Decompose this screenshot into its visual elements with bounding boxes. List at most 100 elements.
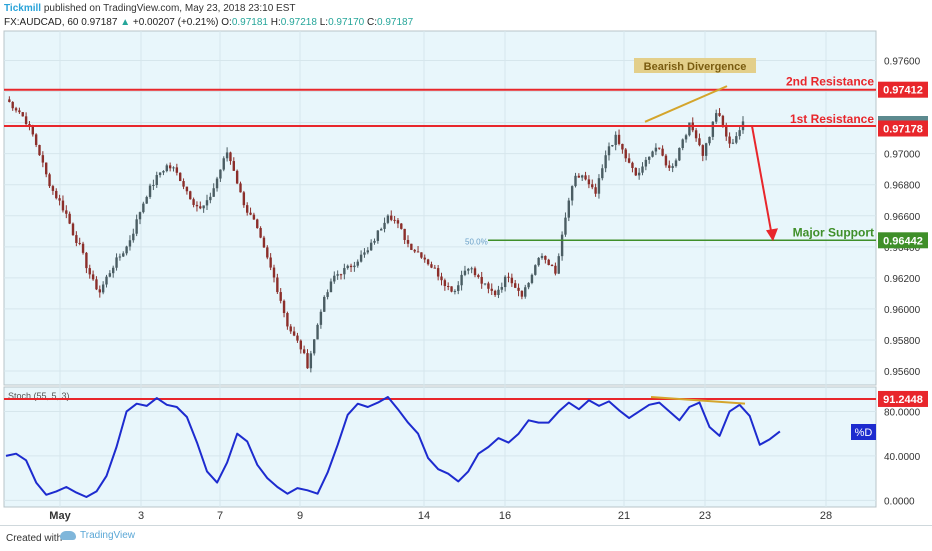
candle-body — [711, 121, 715, 137]
candle-body — [155, 175, 158, 185]
candle-body — [524, 287, 527, 297]
candle-body — [440, 276, 443, 281]
candle-body — [165, 165, 168, 172]
candle-body — [88, 268, 91, 275]
candle-body — [540, 255, 544, 258]
candle-body — [353, 265, 356, 268]
candle-body — [313, 339, 316, 354]
candle-body — [564, 217, 567, 235]
second-resistance-label: 2nd Resistance — [786, 75, 874, 89]
candle-body — [373, 240, 376, 243]
low-value: 0.97170 — [328, 17, 365, 28]
candle-body — [584, 175, 587, 180]
candle-body — [735, 136, 738, 143]
candle-body — [148, 185, 152, 197]
candle-body — [369, 242, 373, 251]
candle-body — [339, 274, 343, 276]
candle-body — [262, 237, 266, 248]
candle-body — [162, 171, 165, 173]
projection-arrow-head — [766, 228, 778, 242]
candle-body — [550, 264, 554, 266]
candle-body — [55, 190, 58, 199]
symbol-info-line: FX:AUDCAD, 60 0.97187 ▲ +0.00207 (+0.21%… — [4, 16, 413, 29]
candle-body — [101, 284, 105, 293]
candle-body — [738, 130, 741, 137]
candle-body — [406, 239, 410, 244]
candle-body — [61, 200, 65, 211]
candle-body — [627, 158, 631, 163]
high-value: 0.97218 — [280, 17, 317, 28]
candle-body — [483, 283, 487, 285]
candle-body — [349, 265, 353, 268]
candle-body — [400, 223, 403, 229]
price-change: +0.00207 (+0.21%) — [132, 17, 219, 28]
candle-body — [152, 184, 155, 186]
candle-body — [678, 148, 681, 161]
axes: 0.976000.974000.972000.970000.968000.966… — [49, 57, 928, 522]
candle-body — [65, 210, 68, 214]
candle-body — [95, 279, 98, 290]
candle-body — [292, 331, 296, 336]
candle-body — [587, 179, 591, 185]
candle-body — [343, 268, 346, 275]
candle-body — [624, 149, 627, 159]
candle-body — [45, 162, 48, 175]
candle-body — [189, 191, 192, 200]
price-tick-label: 0.97600 — [884, 57, 921, 68]
chart-canvas[interactable]: Stoch (55, 5, 3)%D 0.976000.974000.97200… — [0, 0, 932, 525]
candle-body — [581, 175, 584, 178]
candle-body — [112, 267, 115, 274]
candle-body — [51, 186, 55, 191]
candle-body — [520, 290, 524, 297]
candle-body — [319, 311, 323, 325]
candle-body — [396, 220, 400, 224]
divergence-price-line — [644, 85, 728, 123]
candle-body — [661, 148, 664, 156]
candle-body — [182, 181, 185, 187]
tradingview-logo[interactable]: TradingView — [60, 530, 135, 541]
second-resistance-tag-label: 0.97412 — [883, 85, 923, 97]
candle-body — [453, 290, 457, 292]
stochastic-indicator: Stoch (55, 5, 3) %D — [4, 391, 876, 498]
stoch-pane[interactable] — [3, 386, 877, 508]
candle-body — [688, 122, 691, 136]
candle-body — [426, 259, 430, 265]
candle-body — [58, 198, 61, 201]
candle-body — [410, 243, 413, 250]
candle-body — [138, 212, 142, 220]
candle-body — [383, 222, 386, 229]
last-price: 0.97187 — [81, 17, 118, 28]
candle-body — [235, 170, 239, 184]
candle-body — [447, 286, 450, 288]
close-value: 0.97187 — [377, 17, 414, 28]
price-pane[interactable] — [3, 30, 877, 386]
time-tick-label: 14 — [418, 510, 430, 522]
candle-body — [637, 172, 641, 176]
candle-body — [118, 256, 122, 258]
candle-body — [621, 143, 624, 150]
candle-body — [460, 274, 463, 286]
candle-body — [701, 145, 704, 156]
candle-body — [286, 313, 289, 327]
candle-body — [336, 274, 339, 276]
projection-arrow-line — [751, 125, 773, 237]
candle-body — [614, 134, 617, 145]
time-tick-label: 9 — [297, 510, 303, 522]
high-label: H: — [270, 17, 281, 28]
candle-body — [470, 268, 473, 270]
close-label: C: — [367, 17, 377, 28]
candle-body — [611, 144, 614, 147]
brand-name[interactable]: Tickmill — [4, 3, 42, 14]
candle-body — [168, 165, 172, 169]
candle-body — [443, 280, 447, 287]
footer: Created with TradingView — [0, 525, 932, 551]
tradingview-link[interactable]: TradingView — [80, 530, 136, 541]
candle-body — [172, 167, 175, 169]
candle-body — [423, 257, 426, 260]
candle-body — [215, 178, 219, 189]
candle-body — [591, 184, 594, 188]
candle-body — [641, 166, 644, 173]
candle-body — [242, 192, 246, 206]
candle-body — [229, 152, 232, 162]
candle-body — [266, 247, 269, 258]
